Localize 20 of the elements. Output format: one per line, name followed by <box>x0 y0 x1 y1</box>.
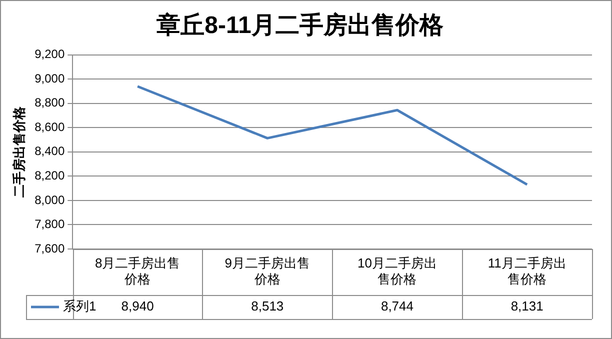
y-tick-label: 8,200 <box>34 168 65 182</box>
x-tick-label: 9月二手房出售价格 <box>224 256 310 287</box>
data-label: 8,744 <box>380 298 414 314</box>
x-tick-label: 8月二手房出售价格 <box>94 256 180 287</box>
y-tick-label: 7,800 <box>34 217 65 232</box>
y-tick-label: 9,200 <box>34 47 65 62</box>
x-tick-label: 11月二手房出售价格 <box>488 256 566 287</box>
y-tick-label: 7,600 <box>34 241 65 256</box>
data-label: 8,513 <box>251 298 284 314</box>
y-axis-title: 二手房出售价格 <box>11 105 26 198</box>
chart-title: 章丘8-11月二手房出售价格 <box>156 12 444 40</box>
data-label: 8,940 <box>121 298 154 314</box>
y-tick-label: 9,000 <box>34 71 65 86</box>
y-tick-label: 8,400 <box>34 144 65 158</box>
y-tick-label: 8,600 <box>34 120 65 134</box>
y-tick-label: 8,800 <box>34 96 65 110</box>
y-tick-label: 8,000 <box>34 192 65 207</box>
x-tick-label: 10月二手房出售价格 <box>358 256 437 287</box>
data-label: 8,131 <box>510 298 544 314</box>
legend-label: 系列1 <box>63 298 96 314</box>
